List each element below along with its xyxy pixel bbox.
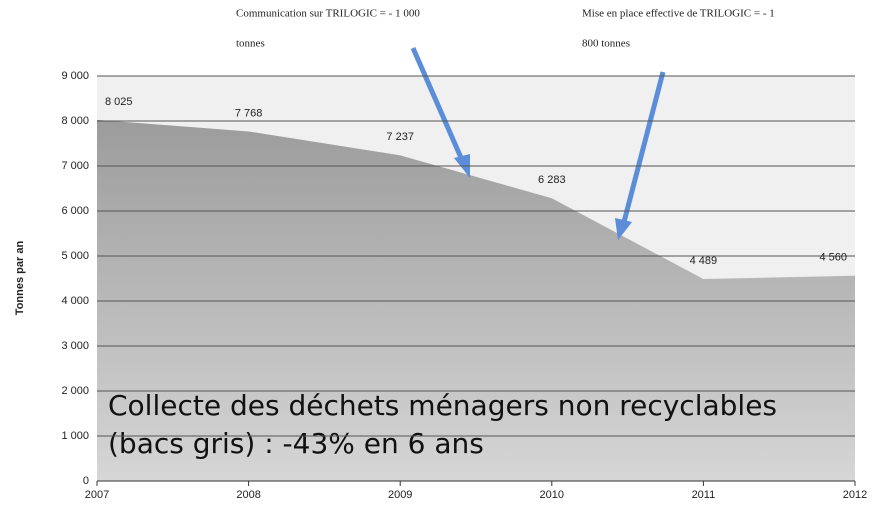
data-label: 8 025 [105,96,133,108]
arrow-head [615,218,632,240]
y-tick-label: 6 000 [61,205,89,217]
y-tick-label: 7 000 [61,160,89,172]
x-tick-label: 2010 [540,489,564,501]
data-label: 7 768 [235,107,263,119]
annotation: 800 tonnes [582,38,630,50]
annotation: tonnes [236,38,265,50]
annotation: Mise en place effective de TRILOGIC = - … [582,8,775,20]
y-tick-label: 4 000 [61,295,89,307]
y-tick-label: 1 000 [61,430,89,442]
x-tick-label: 2008 [236,489,260,501]
overlay-text: (bacs gris) : -43% en 6 ans [108,427,484,460]
y-tick-label: 3 000 [61,340,89,352]
y-tick-label: 2 000 [61,385,89,397]
y-tick-label: 0 [83,475,89,487]
overlay-text: Collecte des déchets ménagers non recycl… [108,389,777,422]
arrow [621,71,666,223]
annotation: Communication sur TRILOGIC = - 1 000 [236,8,420,20]
x-tick-label: 2009 [388,489,412,501]
arrow [410,46,465,162]
data-label: 6 283 [538,174,566,186]
y-axis-label: Tonnes par an [14,241,26,316]
y-tick-label: 9 000 [61,70,89,82]
x-tick-label: 2007 [85,489,109,501]
data-label: 7 237 [386,131,414,143]
data-label: 4 489 [690,255,718,267]
x-tick-label: 2012 [843,489,867,501]
y-tick-label: 8 000 [61,115,89,127]
x-tick-label: 2011 [692,489,716,501]
data-label: 4 560 [819,252,847,264]
y-tick-label: 5 000 [61,250,89,262]
